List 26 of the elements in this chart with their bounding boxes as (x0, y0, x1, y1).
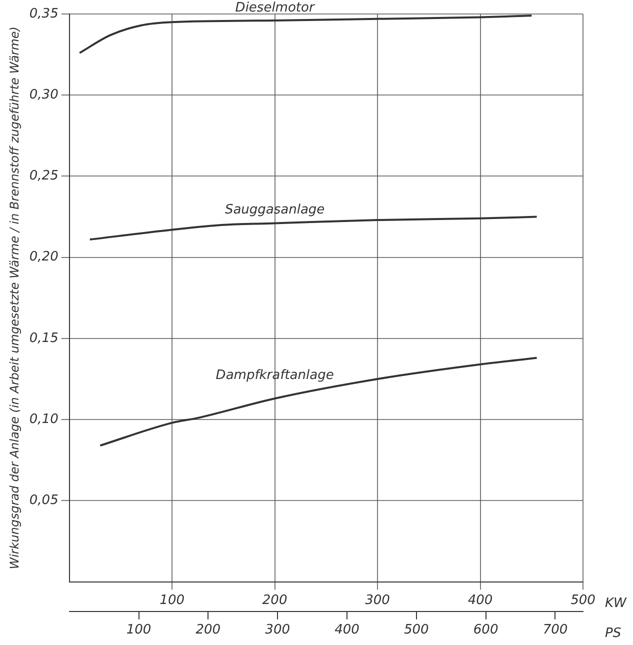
x-tick-label: 200 (262, 592, 288, 608)
x2-tick-label: 300 (265, 622, 290, 638)
y-tick-label: 0,10 (29, 412, 58, 427)
y-tick-label: 0,25 (29, 168, 58, 184)
line-series (99, 356, 538, 447)
x2-tick-label: 200 (196, 622, 221, 638)
x-tick-label: 300 (365, 592, 390, 608)
x-axis-title: KW (605, 596, 628, 612)
x-tick-label: 500 (570, 592, 596, 608)
line-series (78, 14, 533, 54)
y-tick-label: 0,20 (29, 250, 58, 265)
y-axis-title: Wirkungsgrad der Anlage (in Arbeit umgesetzte Wärme / in Brennstoff zugeführte Wärme) (7, 26, 22, 570)
line-series (88, 216, 538, 240)
x-tick-label: 400 (468, 592, 493, 608)
x2-axis-title: PS (605, 626, 622, 641)
y-tick-label: 0,05 (29, 493, 58, 508)
x2-tick-label: 700 (542, 622, 568, 638)
x-tick-label: 100 (160, 592, 184, 608)
x2-tick-label: 400 (334, 622, 360, 638)
x2-tick-label: 500 (404, 622, 429, 638)
x2-tick-label: 600 (473, 622, 498, 638)
series-label: Dieselmotor (235, 0, 316, 16)
y-tick-label: 0,15 (29, 330, 58, 346)
x2-tick-label: 100 (126, 622, 152, 638)
y-tick-label: 0,35 (29, 6, 58, 22)
y-tick-label: 0,30 (29, 87, 58, 102)
